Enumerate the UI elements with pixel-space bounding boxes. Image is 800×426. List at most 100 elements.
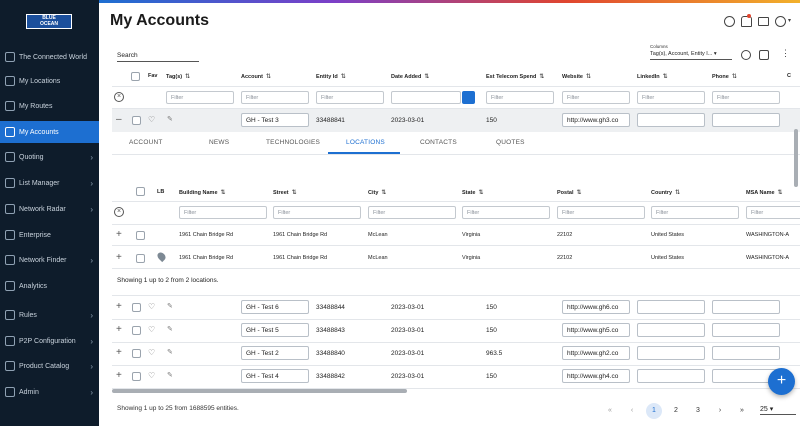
sidebar-item[interactable]: Network Finder › [0, 249, 99, 271]
sidebar-item[interactable]: Network Radar › [0, 198, 99, 220]
edit-tags-icon[interactable]: ✎ [167, 349, 173, 356]
website-field[interactable]: http://www.gh6.co [562, 300, 630, 314]
favorite-heart-icon[interactable]: ♡ [148, 371, 156, 380]
sort-icon[interactable]: ⇅ [478, 190, 484, 196]
location-checkbox[interactable] [136, 231, 145, 240]
collapse-icon[interactable]: – [116, 114, 122, 125]
sidebar-item[interactable]: Enterprise [0, 224, 99, 246]
linkedin-field[interactable] [637, 113, 705, 127]
location-filter-input[interactable]: Filter [462, 206, 550, 219]
save-icon[interactable] [759, 50, 769, 60]
location-column-header[interactable]: Street ⇅ [273, 189, 297, 196]
filter-input[interactable]: Filter [316, 91, 384, 104]
more-vert-icon[interactable]: ⋮ [781, 48, 790, 58]
locations-select-all-checkbox[interactable] [136, 187, 145, 196]
sort-icon[interactable]: ⇅ [576, 190, 582, 196]
expand-row-icon[interactable]: + [116, 301, 122, 312]
filter-input[interactable]: Filter [486, 91, 554, 104]
sort-icon[interactable]: ⇅ [675, 190, 681, 196]
tab-news[interactable]: NEWS [209, 139, 230, 146]
sort-icon[interactable]: ⇅ [777, 190, 783, 196]
help-icon[interactable] [724, 16, 735, 27]
column-header[interactable]: Entity Id ⇅ [316, 73, 346, 80]
page-first-button[interactable]: « [608, 407, 612, 414]
brand-logo[interactable]: BLUE OCEAN [26, 14, 72, 29]
location-filter-input[interactable]: Filter [368, 206, 456, 219]
location-filter-input[interactable]: Filter [746, 206, 800, 219]
linkedin-field[interactable] [637, 300, 705, 314]
linkedin-field[interactable] [637, 323, 705, 337]
sidebar-item[interactable]: My Routes [0, 95, 99, 117]
filter-input[interactable]: Filter [241, 91, 309, 104]
sidebar-item[interactable]: Quoting › [0, 146, 99, 168]
bell-icon[interactable] [741, 16, 752, 27]
sort-icon[interactable]: ⇅ [266, 74, 272, 80]
location-column-header[interactable]: City ⇅ [368, 189, 386, 196]
page-prev-button[interactable]: ‹ [630, 407, 634, 414]
sort-icon[interactable]: ⇅ [220, 190, 226, 196]
website-field[interactable]: http://www.gh2.co [562, 346, 630, 360]
calendar-icon[interactable] [462, 91, 475, 104]
linkedin-field[interactable] [637, 346, 705, 360]
page-size-select[interactable]: 25 ▾ [760, 405, 796, 415]
phone-field[interactable] [712, 300, 780, 314]
account-field[interactable]: GH - Test 6 [241, 300, 309, 314]
row-checkbox[interactable] [132, 116, 141, 125]
filter-input[interactable]: Filter [712, 91, 780, 104]
location-column-header[interactable]: MSA Name ⇅ [746, 189, 783, 196]
location-filter-input[interactable]: Filter [651, 206, 739, 219]
select-all-checkbox[interactable] [131, 72, 140, 81]
sidebar-item[interactable]: List Manager › [0, 172, 99, 194]
edit-tags-icon[interactable]: ✎ [167, 372, 173, 379]
tab-account[interactable]: ACCOUNT [129, 139, 163, 146]
expand-location-icon[interactable]: + [116, 252, 122, 263]
favorite-heart-icon[interactable]: ♡ [148, 302, 156, 311]
sort-icon[interactable]: ⇅ [539, 74, 545, 80]
sidebar-item[interactable]: Product Catalog › [0, 355, 99, 377]
location-filter-input[interactable]: Filter [179, 206, 267, 219]
expand-row-icon[interactable]: + [116, 324, 122, 335]
column-header[interactable]: Est Telecom Spend ⇅ [486, 73, 544, 80]
horizontal-scrollbar[interactable] [112, 389, 407, 393]
row-checkbox[interactable] [132, 326, 141, 335]
phone-field[interactable] [712, 346, 780, 360]
sort-icon[interactable]: ⇅ [185, 74, 191, 80]
favorite-icon[interactable] [741, 50, 751, 60]
tab-locations[interactable]: LOCATIONS [346, 139, 385, 146]
column-header[interactable]: Phone ⇅ [712, 73, 737, 80]
filter-input[interactable]: Filter [562, 91, 630, 104]
account-field[interactable]: GH - Test 2 [241, 346, 309, 360]
edit-tags-icon[interactable]: ✎ [167, 326, 173, 333]
location-checkbox[interactable] [136, 254, 145, 263]
website-field[interactable]: http://www.gh3.co [562, 113, 630, 127]
user-icon[interactable] [775, 16, 786, 27]
add-fab-button[interactable]: + [768, 368, 795, 395]
edit-tags-icon[interactable]: ✎ [167, 116, 173, 123]
row-checkbox[interactable] [132, 349, 141, 358]
mail-icon[interactable] [758, 17, 769, 26]
location-filter-input[interactable]: Filter [557, 206, 645, 219]
sort-icon[interactable]: ⇅ [381, 190, 387, 196]
page-next-button[interactable]: › [718, 407, 722, 414]
clear-filters-icon[interactable]: × [114, 92, 124, 102]
column-header[interactable]: Website ⇅ [562, 73, 591, 80]
account-field[interactable]: GH - Test 5 [241, 323, 309, 337]
sort-icon[interactable]: ⇅ [424, 74, 430, 80]
vertical-scrollbar[interactable] [794, 129, 798, 187]
phone-field[interactable] [712, 323, 780, 337]
sidebar-item[interactable]: Analytics [0, 275, 99, 297]
column-header[interactable]: Tag(s) ⇅ [166, 73, 190, 80]
row-checkbox[interactable] [132, 372, 141, 381]
tab-contacts[interactable]: CONTACTS [420, 139, 457, 146]
user-menu-chevron-icon[interactable]: ▾ [788, 18, 792, 24]
sort-icon[interactable]: ⇅ [586, 74, 592, 80]
tab-technologies[interactable]: TECHNOLOGIES [266, 139, 321, 146]
location-filter-input[interactable]: Filter [273, 206, 361, 219]
search-input[interactable] [117, 61, 199, 62]
column-header[interactable]: Date Added ⇅ [391, 73, 429, 80]
favorite-heart-icon[interactable]: ♡ [148, 325, 156, 334]
filter-input[interactable]: Filter [637, 91, 705, 104]
column-header[interactable]: Fav [148, 73, 157, 79]
expand-row-icon[interactable]: + [116, 347, 122, 358]
sort-icon[interactable]: ⇅ [731, 74, 737, 80]
